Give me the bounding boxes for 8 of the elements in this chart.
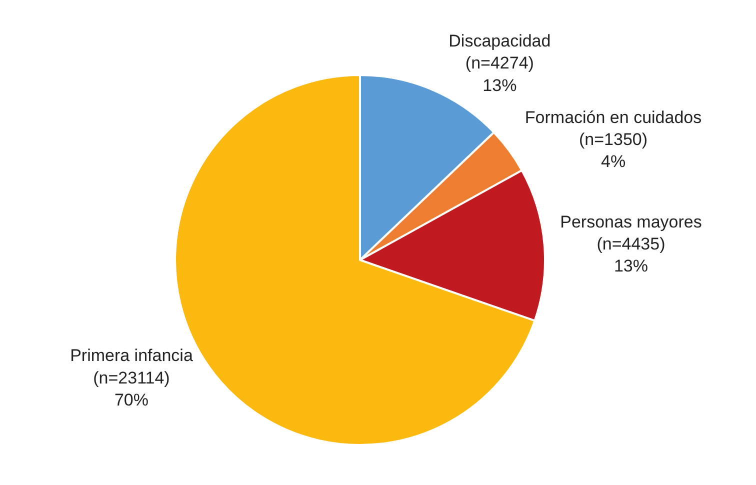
slice-label: Discapacidad: [448, 32, 551, 51]
data-label: (n=4435) 13%: [596, 234, 666, 276]
slice-label: Personas mayores: [560, 212, 702, 232]
slice-label: Formación en cuidados: [524, 108, 702, 127]
data-label: (n=1350) 4%: [579, 130, 648, 172]
data-label: (n=23114) 70%: [93, 368, 170, 410]
slice-label: Primera infancia: [70, 346, 194, 366]
data-label: (n=4274) 13%: [465, 54, 534, 95]
